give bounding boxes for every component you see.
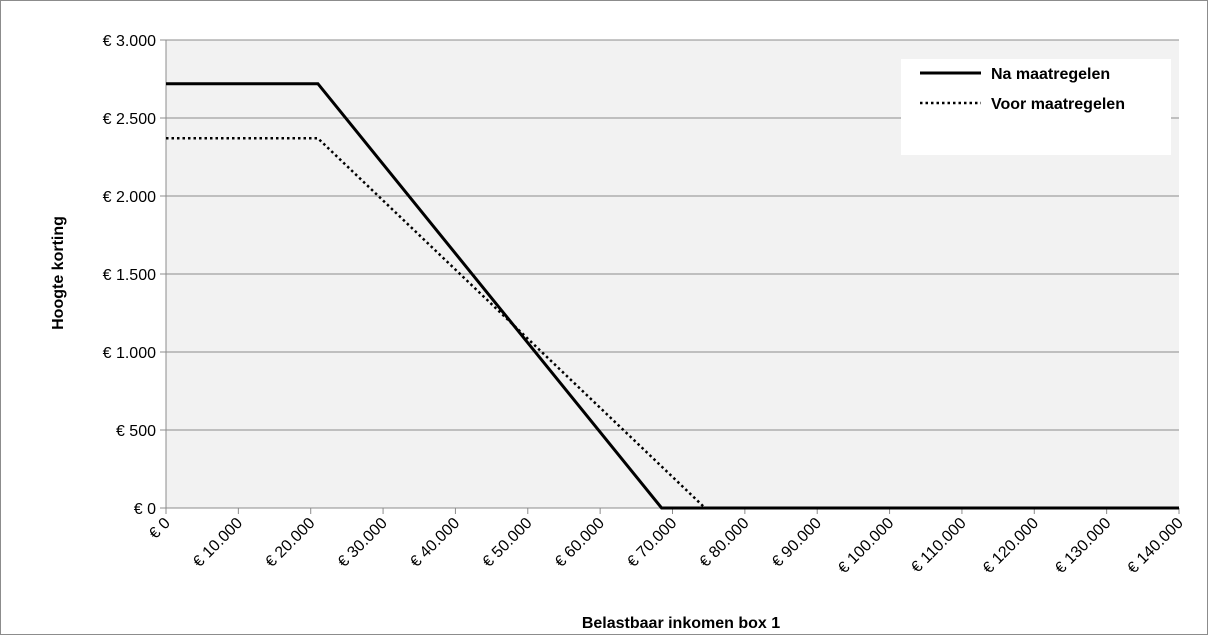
x-tick-label-11: € 110.000 — [908, 515, 970, 577]
x-tick-label-2: € 20.000 — [262, 515, 318, 571]
x-tick-label-10: € 100.000 — [835, 515, 897, 577]
x-tick-label-6: € 60.000 — [552, 515, 608, 571]
y-tick-label-3: € 1.500 — [103, 267, 156, 284]
x-axis-title: Belastbaar inkomen box 1 — [582, 615, 780, 632]
y-tick-label-6: € 3.000 — [103, 33, 156, 50]
legend-box — [901, 59, 1171, 155]
y-tick-label-4: € 2.000 — [103, 189, 156, 206]
y-tick-label-1: € 500 — [116, 423, 156, 440]
x-tick-label-3: € 30.000 — [335, 515, 391, 571]
x-tick-label-5: € 50.000 — [480, 515, 536, 571]
x-tick-label-0: € 0 — [146, 515, 174, 543]
y-tick-label-5: € 2.500 — [103, 111, 156, 128]
legend-label-1: Voor maatregelen — [991, 96, 1125, 113]
series-line-voor-maatregelen — [166, 137, 1179, 510]
x-tick-label-12: € 120.000 — [980, 515, 1042, 577]
x-tick-label-1: € 10.000 — [190, 515, 246, 571]
x-tick-label-9: € 90.000 — [769, 515, 825, 571]
y-tick-label-2: € 1.000 — [103, 345, 156, 362]
x-tick-label-7: € 70.000 — [624, 515, 680, 571]
x-tick-label-4: € 40.000 — [407, 515, 463, 571]
x-tick-label-14: € 140.000 — [1124, 515, 1186, 577]
y-axis-title: Hoogte korting — [50, 216, 67, 330]
x-tick-label-13: € 130.000 — [1052, 515, 1114, 577]
legend-label-0: Na maatregelen — [991, 66, 1110, 83]
x-tick-label-8: € 80.000 — [697, 515, 753, 571]
y-tick-label-0: € 0 — [134, 501, 156, 518]
